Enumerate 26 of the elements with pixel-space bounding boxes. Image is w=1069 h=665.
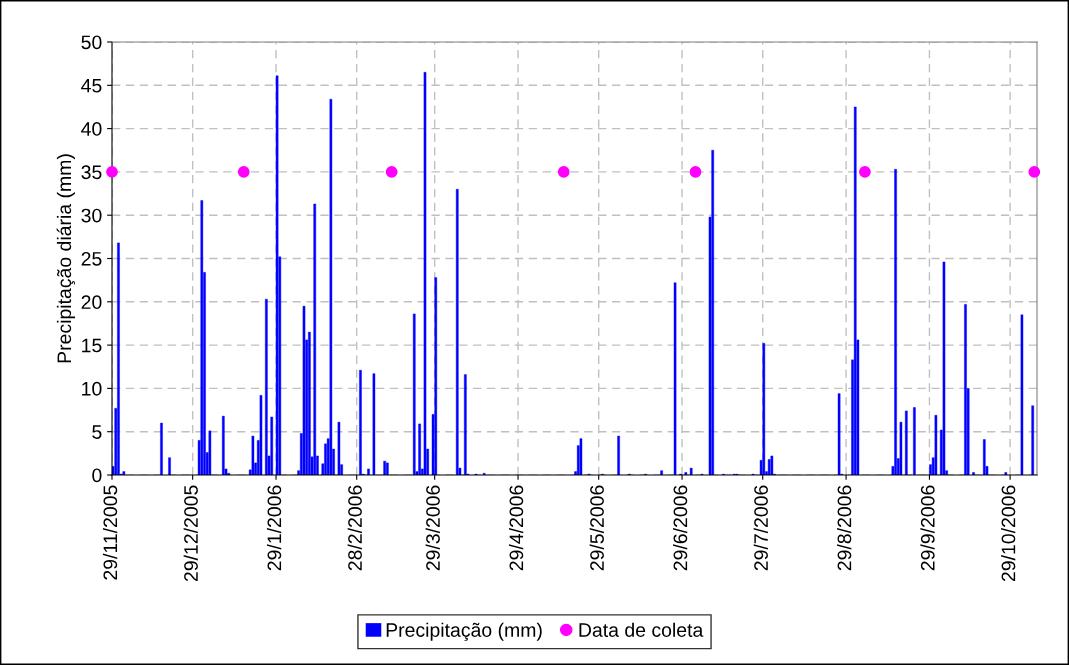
y-tick-label: 50 [81, 35, 102, 50]
y-tick-label: 0 [92, 468, 102, 483]
x-tick-label: 29/1/2006 [266, 485, 282, 571]
y-tick-label: 10 [82, 381, 102, 396]
y-axis-title: Precipitação diária (mm) [56, 154, 76, 363]
y-tick-label: 40 [81, 122, 102, 136]
x-tick-label: 29/6/2006 [673, 485, 688, 571]
x-tick-label: 29/9/2006 [920, 485, 935, 571]
x-tick-label: 29/5/2006 [589, 485, 604, 571]
y-tick-label: 20 [81, 295, 102, 310]
y-tick-label: 25 [81, 251, 102, 266]
x-tick-label: 29/4/2006 [508, 485, 524, 571]
y-tick-label: 45 [81, 78, 102, 93]
y-tick-label: 5 [92, 425, 102, 439]
x-tick-label: 29/11/2005 [102, 485, 118, 580]
x-tick-label: 29/10/2006 [1001, 485, 1016, 582]
y-tick-label: 30 [81, 208, 102, 223]
y-tick-label: 35 [81, 165, 102, 180]
x-tick-label: 29/3/2006 [425, 485, 440, 571]
y-tick-label: 15 [82, 338, 102, 353]
legend-label: Data de coleta [579, 622, 704, 637]
x-tick-label: 29/8/2006 [837, 485, 852, 571]
x-tick-label: 28/2/2006 [347, 485, 362, 571]
x-tick-label: 29/7/2006 [753, 485, 768, 571]
legend-label: Precipitação (mm) [386, 622, 542, 641]
x-tick-label: 29/12/2005 [183, 485, 198, 582]
